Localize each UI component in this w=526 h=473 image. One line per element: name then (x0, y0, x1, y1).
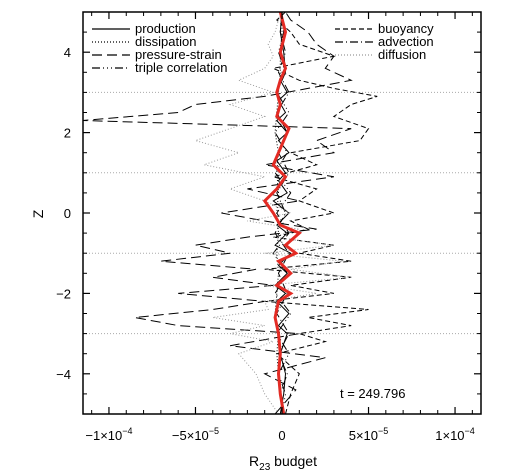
legend: productiondissipationpressure-straintrip… (92, 21, 434, 75)
x-tick-exponent: −4 (465, 426, 475, 436)
x-tick-mantissa: 0 (278, 428, 285, 443)
x-tick-label: 0 (278, 428, 285, 443)
x-tick-label: −1×10−4 (85, 426, 132, 443)
legend-label: buoyancy (378, 21, 434, 36)
x-axis-title-sub: 23 (259, 462, 271, 473)
x-axis-title-rest: budget (270, 453, 317, 469)
y-tick-label: 2 (64, 126, 71, 141)
legend-label: pressure-strain (135, 47, 222, 62)
series-line-buoyancy (264, 11, 378, 415)
x-tick-mantissa: 5×10 (349, 428, 378, 443)
x-tick-mantissa: 1×10 (435, 428, 464, 443)
y-axis-title: Z (30, 209, 46, 218)
x-tick-label: 5×10−5 (349, 426, 389, 443)
x-tick-label: 1×10−4 (435, 426, 475, 443)
x-tick-exponent: −5 (378, 426, 388, 436)
x-tick-exponent: −4 (122, 426, 132, 436)
y-tick-label: 0 (64, 206, 71, 221)
x-tick-mantissa: −5×10 (172, 428, 209, 443)
series-line-pressure-strain (82, 11, 353, 415)
legend-label: triple correlation (135, 60, 228, 75)
legend-label: production (135, 21, 196, 36)
y-tick-label: −2 (56, 286, 71, 301)
y-tick-label: −4 (56, 367, 71, 382)
y-tick-label: 4 (64, 45, 71, 60)
x-tick-mantissa: −1×10 (85, 428, 122, 443)
x-axis-title-main: R (249, 453, 259, 469)
legend-label: diffusion (378, 47, 426, 62)
x-tick-label: −5×10−5 (172, 426, 219, 443)
series-line-total (262, 11, 303, 415)
legend-label: advection (378, 34, 434, 49)
x-tick-exponent: −5 (209, 426, 219, 436)
time-annotation: t = 249.796 (340, 386, 405, 401)
x-axis-title: R23 budget (249, 453, 317, 473)
legend-label: dissipation (135, 34, 196, 49)
series-line-triple-correlation (272, 11, 292, 415)
data-series (82, 11, 378, 415)
